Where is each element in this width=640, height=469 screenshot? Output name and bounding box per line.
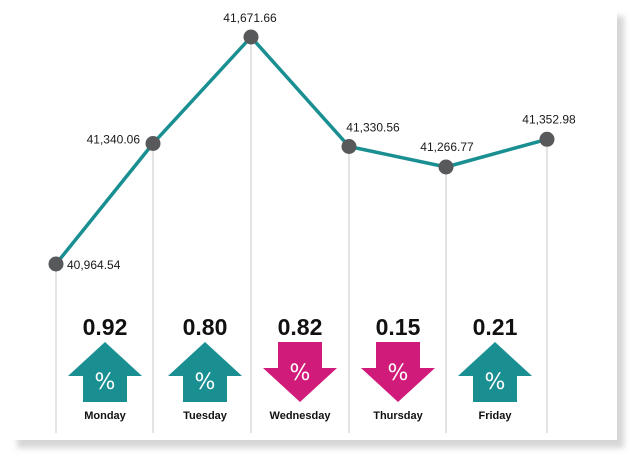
point-value-label: 40,964.54 [67,258,121,272]
markers [49,30,555,272]
percent-change-value: 0.80 [183,314,228,340]
data-point [244,30,259,45]
data-point [342,139,357,154]
day-label: Wednesday [270,410,332,422]
percent-symbol: % [290,361,311,386]
day-panel: 0.80% Tuesday [168,314,242,422]
percent-symbol: % [388,361,409,386]
percent-symbol: % [95,370,116,395]
day-panel: 0.21% Friday [458,314,532,422]
data-point [540,132,555,147]
point-value-label: 41,352.98 [522,112,576,126]
percent-change-value: 0.82 [278,314,323,340]
percent-change-value: 0.21 [473,314,518,340]
chart-stage: 40,964.54 41,340.06 41,671.66 41,330.56 41,2… [0,0,640,469]
percent-symbol: % [195,370,216,395]
day-label: Thursday [373,410,423,422]
percent-change-value: 0.15 [376,314,421,340]
percent-change-value: 0.92 [83,314,128,340]
chart-svg: 40,964.54 41,340.06 41,671.66 41,330.56 41,2… [0,0,640,469]
day-label: Monday [84,410,126,422]
day-panel: 0.92% Monday [68,314,142,422]
point-labels: 40,964.54 41,340.06 41,671.66 41,330.56 41,2… [67,11,576,272]
data-point [49,257,64,272]
day-panel: 0.15% Thursday [361,314,435,422]
day-panel: 0.82% Wednesday [263,314,337,422]
percent-symbol: % [485,370,506,395]
daily-panels: 0.92% Monday 0.80% Tuesday 0.82% Wednesday 0.1… [68,314,532,422]
point-value-label: 41,671.66 [223,11,277,25]
day-label: Tuesday [183,410,228,422]
data-point [146,136,161,151]
point-value-label: 41,340.06 [87,132,141,146]
data-point [439,160,454,175]
point-value-label: 41,266.77 [420,140,474,154]
point-value-label: 41,330.56 [346,121,400,135]
day-label: Friday [478,410,512,422]
